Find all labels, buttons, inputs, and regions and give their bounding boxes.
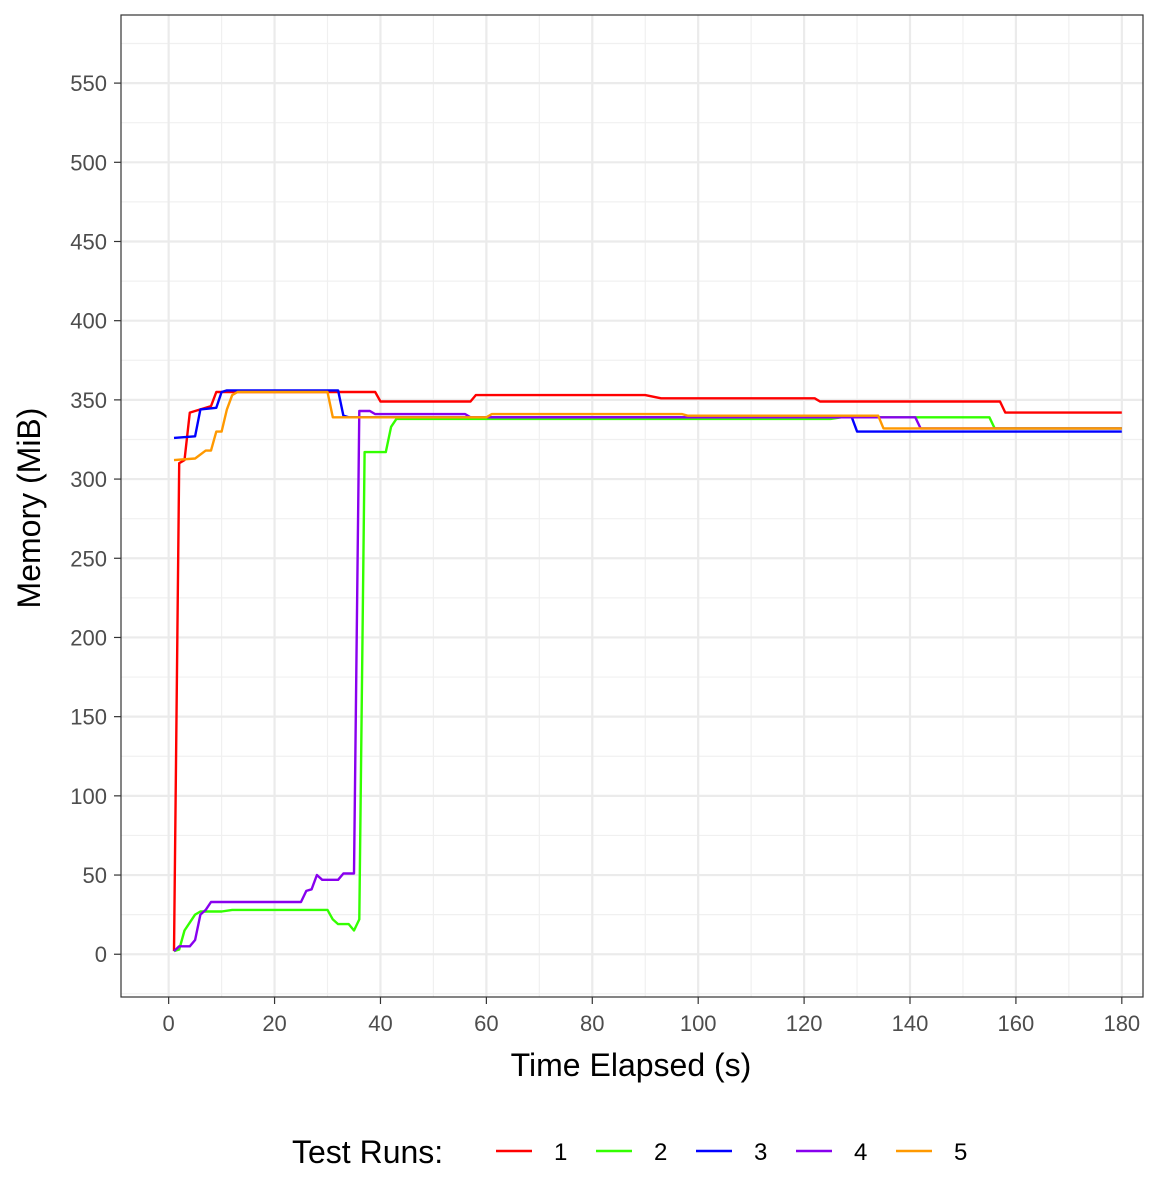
x-axis-title: Time Elapsed (s) (511, 1047, 752, 1083)
y-tick-label: 350 (70, 388, 107, 413)
x-tick-label: 60 (474, 1011, 498, 1036)
major-gridlines (121, 15, 1143, 997)
series-lines (172, 389, 1122, 953)
minor-gridlines (121, 15, 1143, 997)
x-tick-label: 120 (786, 1011, 823, 1036)
y-tick-label: 400 (70, 309, 107, 334)
x-tick-label: 20 (262, 1011, 286, 1036)
y-tick-label: 150 (70, 705, 107, 730)
series-line-5 (173, 390, 1122, 462)
x-tick-label: 160 (998, 1011, 1035, 1036)
legend-label-3: 3 (754, 1139, 767, 1166)
x-tick-label: 140 (892, 1011, 929, 1036)
legend-label-1: 1 (554, 1139, 567, 1166)
y-tick-label: 550 (70, 71, 107, 96)
x-axis: 0 20 40 60 80 100 120 140 160 180 (163, 997, 1140, 1036)
x-tick-label: 180 (1103, 1011, 1140, 1036)
plot-panel-border (120, 14, 1144, 998)
x-tick-label: 0 (163, 1011, 175, 1036)
series-line-1 (172, 390, 1122, 952)
y-tick-label: 500 (70, 150, 107, 175)
y-tick-label: 250 (70, 546, 107, 571)
y-tick-label: 50 (83, 863, 107, 888)
y-tick-label: 200 (70, 625, 107, 650)
series-line-3 (173, 389, 1122, 440)
y-tick-label: 0 (95, 942, 107, 967)
y-axis-title: Memory (MiB) (11, 408, 47, 609)
y-tick-label: 300 (70, 467, 107, 492)
legend-label-4: 4 (854, 1139, 867, 1166)
legend: Test Runs: 1 2 3 4 5 (292, 1134, 967, 1170)
x-tick-label: 80 (580, 1011, 604, 1036)
legend-label-2: 2 (654, 1139, 667, 1166)
legend-label-5: 5 (954, 1139, 967, 1166)
legend-title: Test Runs: (292, 1134, 443, 1170)
y-tick-label: 450 (70, 229, 107, 254)
series-line-4 (173, 409, 1122, 952)
y-tick-label: 100 (70, 784, 107, 809)
y-axis: 0 50 100 150 200 250 300 350 400 450 500 550 (70, 71, 121, 967)
x-tick-label: 40 (368, 1011, 392, 1036)
x-tick-label: 100 (680, 1011, 717, 1036)
